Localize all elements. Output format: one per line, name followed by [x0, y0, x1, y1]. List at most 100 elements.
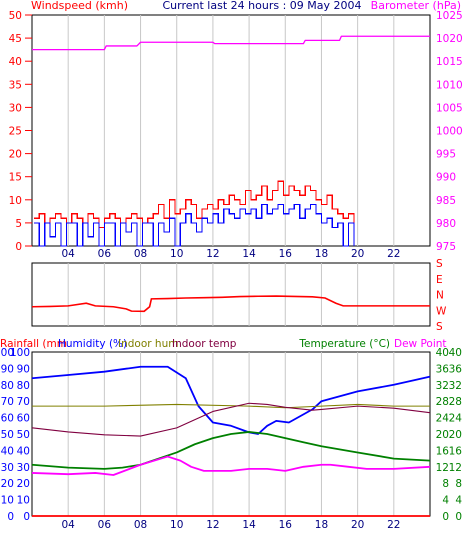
windspeed-tick-label: 40 — [9, 56, 22, 68]
barometer-axis-label: Barometer (hPa) — [371, 0, 461, 12]
humidity-tick-label: 50 — [17, 429, 30, 441]
barometer-tick-label: 985 — [436, 195, 456, 207]
barometer-tick-label: 995 — [436, 149, 456, 161]
rainfall-tick-label: 40 — [1, 445, 14, 457]
windspeed-ticks: 0 5 10 15 20 25 30 35 40 45 50 — [9, 10, 32, 253]
temperature-tick-label: 24 — [436, 413, 450, 425]
humidity-temperature-panel: 0010102020303040405050606070708080909010… — [0, 347, 462, 531]
wind-hour-tick-label: 12 — [206, 248, 219, 260]
humidity-tick-label: 80 — [17, 380, 30, 392]
direction-tick-label: W — [436, 305, 447, 317]
rainfall-tick-label: 60 — [1, 413, 14, 425]
temperature-tick-label: 40 — [436, 347, 449, 359]
temp-hour-tick-label: 14 — [242, 519, 256, 531]
temp-hour-tick-label: 12 — [206, 519, 219, 531]
rainfall-tick-label: 90 — [1, 363, 14, 375]
temp-hour-tick-label: 22 — [387, 519, 400, 531]
barometer-ticks: 975 980 985 990 995 1000 1005 1010 1015 1020 1025 — [436, 10, 463, 253]
temperature-tick-label: 20 — [436, 429, 449, 441]
humidity-ticks: 0010102020303040405050606070708080909010… — [0, 347, 30, 523]
windspeed-tick-label: 10 — [9, 195, 22, 207]
dew-point-tick-label: 40 — [449, 347, 462, 359]
dew-point-label: Dew Point — [394, 338, 447, 350]
barometer-tick-label: 990 — [436, 172, 456, 184]
rainfall-tick-label: 0 — [7, 511, 14, 523]
windspeed-tick-label: 45 — [9, 33, 22, 45]
temperature-tick-label: 16 — [436, 445, 450, 457]
wind-hour-tick-label: 16 — [279, 248, 293, 260]
windspeed-tick-label: 25 — [9, 126, 22, 138]
rainfall-tick-label: 100 — [0, 347, 14, 359]
humidity-tick-label: 40 — [17, 445, 30, 457]
dew-point-tick-label: 20 — [449, 429, 462, 441]
direction-panel-grid — [67, 263, 395, 326]
wind-hour-tick-label: 10 — [170, 248, 183, 260]
dew-point-tick-label: 0 — [455, 511, 462, 523]
dew-point-series — [31, 455, 431, 476]
temperature-tick-label: 12 — [436, 462, 449, 474]
windspeed-axis-label: Windspeed (kmh) — [31, 0, 128, 12]
windspeed-tick-label: 5 — [15, 218, 22, 230]
temperature-series — [31, 431, 431, 470]
wind-hour-tick-label: 06 — [98, 248, 112, 260]
wind-hour-ticks: 04 06 08 10 12 14 16 18 20 22 — [61, 248, 400, 260]
rainfall-tick-label: 30 — [1, 462, 14, 474]
barometer-tick-label: 1000 — [436, 126, 463, 138]
rainfall-tick-label: 70 — [1, 396, 14, 408]
temperature-axis-label: Temperature (°C) — [298, 338, 390, 350]
wind-gust-series — [33, 180, 355, 229]
dew-point-tick-label: 28 — [449, 396, 462, 408]
windspeed-tick-label: 50 — [9, 10, 22, 22]
barometer-tick-label: 1020 — [436, 33, 463, 45]
temp-hour-tick-label: 10 — [170, 519, 183, 531]
wind-panel-grid — [67, 15, 395, 246]
wind-hour-tick-label: 22 — [387, 248, 400, 260]
rainfall-tick-label: 20 — [1, 478, 14, 490]
indoor-hum-label: Indoor hum — [118, 338, 178, 350]
humidity-tick-label: 70 — [17, 396, 30, 408]
barometer-tick-label: 980 — [436, 218, 456, 230]
humidity-tick-label: 0 — [23, 511, 30, 523]
temperature-tick-label: 36 — [436, 363, 450, 375]
dew-point-tick-label: 8 — [455, 478, 462, 490]
wind-hour-tick-label: 20 — [351, 248, 364, 260]
wind-panel-frame — [31, 14, 431, 247]
humidity-tick-label: 60 — [17, 413, 30, 425]
temp-hour-tick-label: 06 — [98, 519, 112, 531]
rainfall-tick-label: 10 — [1, 495, 14, 507]
temperature-tick-label: 32 — [436, 380, 449, 392]
direction-tick-label: S — [436, 258, 443, 270]
humidity-tick-label: 100 — [10, 347, 30, 359]
direction-series — [31, 295, 430, 313]
dew-point-tick-label: 4 — [455, 495, 462, 507]
barometer-tick-label: 1010 — [436, 79, 463, 91]
temp-hour-tick-label: 16 — [279, 519, 293, 531]
humidity-tick-label: 20 — [17, 478, 30, 490]
windspeed-tick-label: 35 — [9, 79, 22, 91]
windspeed-tick-label: 20 — [9, 149, 22, 161]
temp-hour-tick-label: 18 — [315, 519, 328, 531]
indoor-temp-label: Indoor temp — [172, 338, 237, 350]
temp-hour-tick-label: 04 — [61, 519, 75, 531]
windspeed-tick-label: 30 — [9, 102, 22, 114]
barometer-tick-label: 1015 — [436, 56, 463, 68]
temperature-tick-label: 8 — [442, 478, 449, 490]
chart-title: Current last 24 hours : 09 May 2004 — [163, 0, 362, 12]
barometer-tick-label: 1025 — [436, 10, 463, 22]
wind-average-series — [33, 203, 355, 247]
temp-panel-series — [31, 365, 431, 517]
barometer-tick-label: 1005 — [436, 102, 463, 114]
rainfall-tick-label: 50 — [1, 429, 14, 441]
wind-hour-tick-label: 08 — [134, 248, 147, 260]
wind-hour-tick-label: 04 — [61, 248, 75, 260]
humidity-axis-label: Humidity (%) — [58, 338, 127, 350]
direction-tick-label: E — [436, 274, 443, 286]
temperature-tick-label: 28 — [436, 396, 449, 408]
rainfall-axis-label: Rainfall (mm — [0, 338, 67, 350]
barometer-tick-label: 975 — [436, 241, 456, 253]
